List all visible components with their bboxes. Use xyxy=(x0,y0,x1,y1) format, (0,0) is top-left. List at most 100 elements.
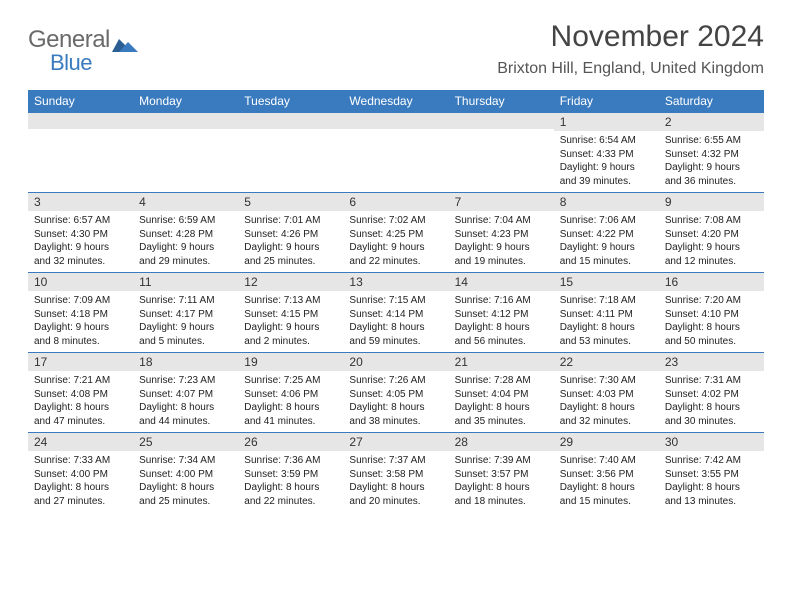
weekday-header: Tuesday xyxy=(238,90,343,113)
day-number: 19 xyxy=(238,353,343,371)
calendar-cell: 15Sunrise: 7:18 AMSunset: 4:11 PMDayligh… xyxy=(554,273,659,353)
day-detail: Sunrise: 7:23 AMSunset: 4:07 PMDaylight:… xyxy=(133,371,238,432)
calendar-cell: 18Sunrise: 7:23 AMSunset: 4:07 PMDayligh… xyxy=(133,353,238,433)
day-number: 30 xyxy=(659,433,764,451)
calendar-cell: 26Sunrise: 7:36 AMSunset: 3:59 PMDayligh… xyxy=(238,433,343,513)
calendar-head: SundayMondayTuesdayWednesdayThursdayFrid… xyxy=(28,90,764,113)
logo-mark-icon xyxy=(112,36,138,54)
day-number: 3 xyxy=(28,193,133,211)
blank-day-header xyxy=(133,113,238,129)
weekday-header: Monday xyxy=(133,90,238,113)
day-detail: Sunrise: 7:39 AMSunset: 3:57 PMDaylight:… xyxy=(449,451,554,512)
calendar-cell: 8Sunrise: 7:06 AMSunset: 4:22 PMDaylight… xyxy=(554,193,659,273)
weekday-header: Saturday xyxy=(659,90,764,113)
day-detail: Sunrise: 7:30 AMSunset: 4:03 PMDaylight:… xyxy=(554,371,659,432)
weekday-header: Friday xyxy=(554,90,659,113)
weekday-header: Thursday xyxy=(449,90,554,113)
day-number: 12 xyxy=(238,273,343,291)
calendar-cell: 21Sunrise: 7:28 AMSunset: 4:04 PMDayligh… xyxy=(449,353,554,433)
day-number: 21 xyxy=(449,353,554,371)
day-number: 10 xyxy=(28,273,133,291)
calendar-cell: 10Sunrise: 7:09 AMSunset: 4:18 PMDayligh… xyxy=(28,273,133,353)
day-number: 15 xyxy=(554,273,659,291)
day-number: 22 xyxy=(554,353,659,371)
day-detail: Sunrise: 6:55 AMSunset: 4:32 PMDaylight:… xyxy=(659,131,764,192)
day-number: 16 xyxy=(659,273,764,291)
day-detail: Sunrise: 7:11 AMSunset: 4:17 PMDaylight:… xyxy=(133,291,238,352)
day-detail: Sunrise: 7:18 AMSunset: 4:11 PMDaylight:… xyxy=(554,291,659,352)
day-detail: Sunrise: 7:26 AMSunset: 4:05 PMDaylight:… xyxy=(343,371,448,432)
blank-day-header xyxy=(238,113,343,129)
day-number: 24 xyxy=(28,433,133,451)
calendar-cell: 4Sunrise: 6:59 AMSunset: 4:28 PMDaylight… xyxy=(133,193,238,273)
day-number: 26 xyxy=(238,433,343,451)
calendar-cell xyxy=(28,113,133,193)
calendar-row: 24Sunrise: 7:33 AMSunset: 4:00 PMDayligh… xyxy=(28,433,764,513)
day-number: 4 xyxy=(133,193,238,211)
calendar-cell: 29Sunrise: 7:40 AMSunset: 3:56 PMDayligh… xyxy=(554,433,659,513)
calendar-cell: 13Sunrise: 7:15 AMSunset: 4:14 PMDayligh… xyxy=(343,273,448,353)
calendar-cell: 9Sunrise: 7:08 AMSunset: 4:20 PMDaylight… xyxy=(659,193,764,273)
day-detail: Sunrise: 6:59 AMSunset: 4:28 PMDaylight:… xyxy=(133,211,238,272)
day-number: 9 xyxy=(659,193,764,211)
calendar-cell: 30Sunrise: 7:42 AMSunset: 3:55 PMDayligh… xyxy=(659,433,764,513)
day-detail: Sunrise: 7:01 AMSunset: 4:26 PMDaylight:… xyxy=(238,211,343,272)
calendar-cell: 2Sunrise: 6:55 AMSunset: 4:32 PMDaylight… xyxy=(659,113,764,193)
blank-day-header xyxy=(28,113,133,129)
day-number: 11 xyxy=(133,273,238,291)
calendar-cell: 23Sunrise: 7:31 AMSunset: 4:02 PMDayligh… xyxy=(659,353,764,433)
day-number: 14 xyxy=(449,273,554,291)
calendar-cell: 3Sunrise: 6:57 AMSunset: 4:30 PMDaylight… xyxy=(28,193,133,273)
calendar-cell: 17Sunrise: 7:21 AMSunset: 4:08 PMDayligh… xyxy=(28,353,133,433)
calendar-cell: 28Sunrise: 7:39 AMSunset: 3:57 PMDayligh… xyxy=(449,433,554,513)
day-number: 20 xyxy=(343,353,448,371)
day-detail: Sunrise: 7:20 AMSunset: 4:10 PMDaylight:… xyxy=(659,291,764,352)
day-number: 1 xyxy=(554,113,659,131)
calendar-cell: 14Sunrise: 7:16 AMSunset: 4:12 PMDayligh… xyxy=(449,273,554,353)
day-number: 2 xyxy=(659,113,764,131)
calendar-cell xyxy=(133,113,238,193)
weekday-header: Sunday xyxy=(28,90,133,113)
calendar-cell: 27Sunrise: 7:37 AMSunset: 3:58 PMDayligh… xyxy=(343,433,448,513)
calendar-row: 3Sunrise: 6:57 AMSunset: 4:30 PMDaylight… xyxy=(28,193,764,273)
day-number: 6 xyxy=(343,193,448,211)
day-detail: Sunrise: 7:33 AMSunset: 4:00 PMDaylight:… xyxy=(28,451,133,512)
day-detail: Sunrise: 7:08 AMSunset: 4:20 PMDaylight:… xyxy=(659,211,764,272)
calendar-cell: 19Sunrise: 7:25 AMSunset: 4:06 PMDayligh… xyxy=(238,353,343,433)
calendar-cell: 22Sunrise: 7:30 AMSunset: 4:03 PMDayligh… xyxy=(554,353,659,433)
day-number: 25 xyxy=(133,433,238,451)
blank-day-header xyxy=(343,113,448,129)
calendar-cell xyxy=(238,113,343,193)
day-detail: Sunrise: 7:34 AMSunset: 4:00 PMDaylight:… xyxy=(133,451,238,512)
title-block: November 2024 Brixton Hill, England, Uni… xyxy=(497,20,764,78)
day-detail: Sunrise: 7:40 AMSunset: 3:56 PMDaylight:… xyxy=(554,451,659,512)
day-detail: Sunrise: 7:06 AMSunset: 4:22 PMDaylight:… xyxy=(554,211,659,272)
calendar-body: 1Sunrise: 6:54 AMSunset: 4:33 PMDaylight… xyxy=(28,113,764,513)
day-detail: Sunrise: 6:57 AMSunset: 4:30 PMDaylight:… xyxy=(28,211,133,272)
calendar-cell: 6Sunrise: 7:02 AMSunset: 4:25 PMDaylight… xyxy=(343,193,448,273)
month-title: November 2024 xyxy=(497,20,764,54)
day-detail: Sunrise: 7:21 AMSunset: 4:08 PMDaylight:… xyxy=(28,371,133,432)
weekday-header: Wednesday xyxy=(343,90,448,113)
day-detail: Sunrise: 6:54 AMSunset: 4:33 PMDaylight:… xyxy=(554,131,659,192)
day-detail: Sunrise: 7:04 AMSunset: 4:23 PMDaylight:… xyxy=(449,211,554,272)
calendar-cell: 24Sunrise: 7:33 AMSunset: 4:00 PMDayligh… xyxy=(28,433,133,513)
day-detail: Sunrise: 7:02 AMSunset: 4:25 PMDaylight:… xyxy=(343,211,448,272)
day-detail: Sunrise: 7:16 AMSunset: 4:12 PMDaylight:… xyxy=(449,291,554,352)
calendar-cell: 7Sunrise: 7:04 AMSunset: 4:23 PMDaylight… xyxy=(449,193,554,273)
day-detail: Sunrise: 7:09 AMSunset: 4:18 PMDaylight:… xyxy=(28,291,133,352)
calendar-cell: 5Sunrise: 7:01 AMSunset: 4:26 PMDaylight… xyxy=(238,193,343,273)
day-detail: Sunrise: 7:31 AMSunset: 4:02 PMDaylight:… xyxy=(659,371,764,432)
calendar-cell xyxy=(449,113,554,193)
day-detail: Sunrise: 7:15 AMSunset: 4:14 PMDaylight:… xyxy=(343,291,448,352)
day-detail: Sunrise: 7:37 AMSunset: 3:58 PMDaylight:… xyxy=(343,451,448,512)
blank-day-header xyxy=(449,113,554,129)
calendar-cell: 16Sunrise: 7:20 AMSunset: 4:10 PMDayligh… xyxy=(659,273,764,353)
calendar-cell: 25Sunrise: 7:34 AMSunset: 4:00 PMDayligh… xyxy=(133,433,238,513)
location-text: Brixton Hill, England, United Kingdom xyxy=(497,60,764,78)
day-detail: Sunrise: 7:13 AMSunset: 4:15 PMDaylight:… xyxy=(238,291,343,352)
calendar-table: SundayMondayTuesdayWednesdayThursdayFrid… xyxy=(28,90,764,512)
day-detail: Sunrise: 7:42 AMSunset: 3:55 PMDaylight:… xyxy=(659,451,764,512)
calendar-cell: 1Sunrise: 6:54 AMSunset: 4:33 PMDaylight… xyxy=(554,113,659,193)
day-number: 23 xyxy=(659,353,764,371)
